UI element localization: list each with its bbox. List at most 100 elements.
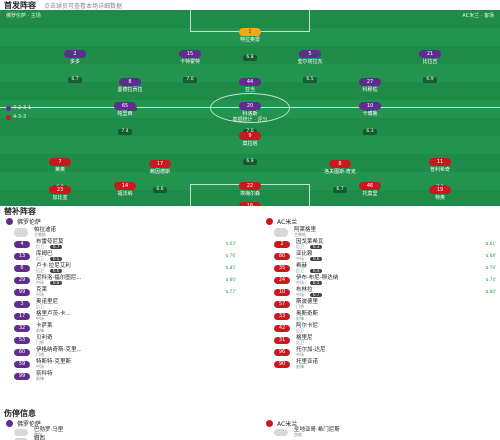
player-rating: 6.6 [153,187,167,193]
sub-number-pill: 32 [14,324,30,332]
sub-rating: 6.3 [310,244,323,250]
lineup-title: 首发阵容 [4,0,36,10]
away-sub-row[interactable]: 24 伊布·布尼-穆达纳 中场 6.5 ⇅ 74' [260,274,500,286]
away-player-4[interactable]: 8 洛夫图斯-奇克 6.7 [310,150,370,194]
away-sub-row[interactable]: 35 希赫 后卫 6.4 ⇅ 79' [260,262,500,274]
player-number-badge: 7 [49,158,71,166]
home-injury-row[interactable]: 巴勃罗·马里 膝伤 [0,427,240,437]
sub-rating: 6.5 [310,280,323,286]
home-formation: 4-2-3-1 [6,105,31,111]
player-name: 福法纳 [117,191,133,197]
sub-text: 奥斯奇斯 前锋 [296,311,318,322]
player-number-badge: 16 [239,202,261,206]
away-player-6[interactable]: 22埃梅尔森6.4 [220,172,280,206]
sub-number-pill: 2 [274,240,290,248]
home-sub-row[interactable]: 29 尼科洛·福尔图尼... 中场 6.8 ⇅ 80' [0,274,240,286]
sub-name: 奥诺里尼 [36,298,59,305]
home-sub-row[interactable]: 13 库姆巴 后卫 6.5 ⇅ 76' [0,250,240,262]
sub-number-pill: 13 [14,252,30,260]
away-sub-row[interactable]: 80 亚比赖 中场 6.6 ⇅ 68' [260,250,500,262]
sub-name: 奥斯奇斯 [296,310,319,317]
player-rating: 6.8 [243,55,257,61]
sub-text: 布林拉 中场 6.7 [296,287,323,298]
home-sub-row[interactable]: 17 格里卢茨-卡... 中场 [0,310,240,322]
player-number-badge: 15 [179,50,201,58]
player-rating: 6.5 [303,77,317,83]
away-player-3[interactable]: 17 赖因德斯 6.6 [130,150,190,194]
away-sub-row[interactable]: 42 阿尔卡尼 后卫 [260,322,500,334]
sub-position: 后卫 [296,339,304,345]
away-player-7[interactable]: 46托莫里6.8 [340,172,400,206]
sub-position: 后卫 [296,327,304,333]
home-sub-row[interactable]: 53 贝利奇 门将 [0,334,240,346]
sub-position: 前锋 [36,327,44,333]
home-color-dot [6,105,11,111]
home-sub-row[interactable]: 99 克莱 中场 ⇅ 77' [0,286,240,298]
home-sub-row[interactable]: 99 奈科特 前锋 [0,370,240,382]
sub-position: 后卫 6.4 [296,268,323,274]
away-sub-row[interactable]: 2 因戈莱希瓦 后卫 6.3 ⇅ 61' [260,238,500,250]
away-team-label: AC米兰 · 客场 [462,13,494,19]
home-player-4[interactable]: 21 比拉吉 6.9 [400,40,460,84]
team-name: 佛罗伦萨 [17,420,42,428]
home-injury-row[interactable]: 姆西停赛 [0,436,240,440]
away-injury-list: AC米兰 圣地亚哥·希门尼斯 伤病 [260,418,500,437]
player-number-badge: 8 [119,78,141,86]
away-player-5[interactable]: 14福法纳6.5 [95,172,155,206]
sub-position: 门将 [36,339,44,345]
home-sub-row[interactable]: 3 奥诺里尼 后卫 [0,298,240,310]
home-player-8[interactable]: 65 帕里西 7.4 [95,92,155,136]
away-sub-row[interactable]: 96 托尔加-达尼 中场 [260,346,500,358]
sub-name: 阿莱格里 [294,226,317,233]
home-sub-row[interactable]: 59 特斯特-克里斯 中场 [0,358,240,370]
home-sub-row[interactable]: 32 卡萨莱 前锋 [0,322,240,334]
player-name: 帕里西 [117,111,133,117]
away-sub-row[interactable]: 阿莱格里 主教练 [260,226,500,238]
home-player-3[interactable]: 5 奎尔塔拉瓦 6.5 [280,40,340,84]
sub-name: 亚比赖 [296,250,313,257]
home-player-2[interactable]: 15 卡特霍特 7.0 [160,40,220,84]
home-subs-team: 佛罗伦萨 [0,216,240,226]
sub-position: 中场 [36,291,44,297]
pitch-stripe [0,136,500,154]
home-sub-row[interactable]: 60 伊格纳奇斯-克里... 门将 [0,346,240,358]
player-name: 特拉奥雷 [239,37,260,43]
home-sub-row[interactable]: 4 布雷夸尼莫 后卫 6.7 ⇅ 63' [0,238,240,250]
home-player-0[interactable]: 1 特拉奥雷 6.8 [220,18,280,62]
away-player-9[interactable]: 19特奥6.6 [410,176,470,206]
sub-rating: 6.7 [310,292,323,298]
away-player-8[interactable]: 23加比亚6.9 [30,176,90,206]
home-player-10[interactable]: 10 卡博鲁 6.3 [340,92,400,136]
away-player-0[interactable]: 9 莫拉塔 6.9 [220,122,280,166]
sub-position: 中场 [36,363,44,369]
injured-player-name: 圣地亚哥·希门尼斯 [294,427,340,434]
player-name: 特奥 [434,195,445,201]
away-sub-row[interactable]: 57 斯波德里 门将 [260,298,500,310]
person-avatar-icon [14,429,28,436]
sub-number-pill: 31 [274,336,290,344]
sub-text: 格里卢茨-卡... 中场 [36,311,71,322]
away-sub-row[interactable]: 33 奥斯奇斯 前锋 [260,310,500,322]
sub-number-pill: 99 [14,372,30,380]
sub-name: 伊格纳奇斯-克里... [36,346,82,353]
sub-in-event: ⇅ 74' [485,277,496,282]
home-sub-row[interactable]: 帕拉迪诺 主教练 [0,226,240,238]
player-number-badge: 23 [49,186,71,194]
sub-number-pill: 99 [14,288,30,296]
home-sub-row[interactable]: 6 卢卡·拉尼艾利 后卫 6.6 ⇅ 85' [0,262,240,274]
away-sub-row[interactable]: 10 布林拉 中场 6.7 ⇅ 80' [260,286,500,298]
pitch-stripe [0,28,500,46]
away-player-10[interactable]: 16迈尼昂7.0 [220,192,280,206]
sub-name: 卡萨莱 [36,322,53,329]
sub-number-pill: 6 [14,264,30,272]
sub-number-pill: 96 [274,348,290,356]
home-player-1[interactable]: 2 多多 6.7 [45,40,105,84]
away-injury-row[interactable]: 圣地亚哥·希门尼斯 伤病 [260,427,500,437]
away-sub-row[interactable]: 90 托里亚诺 前锋 [260,358,500,370]
sub-number-pill: 80 [274,252,290,260]
sub-position: 后卫 [36,303,44,309]
away-sub-row[interactable]: 31 格里尼 后卫 [260,334,500,346]
player-name: 亚当 [244,87,255,93]
